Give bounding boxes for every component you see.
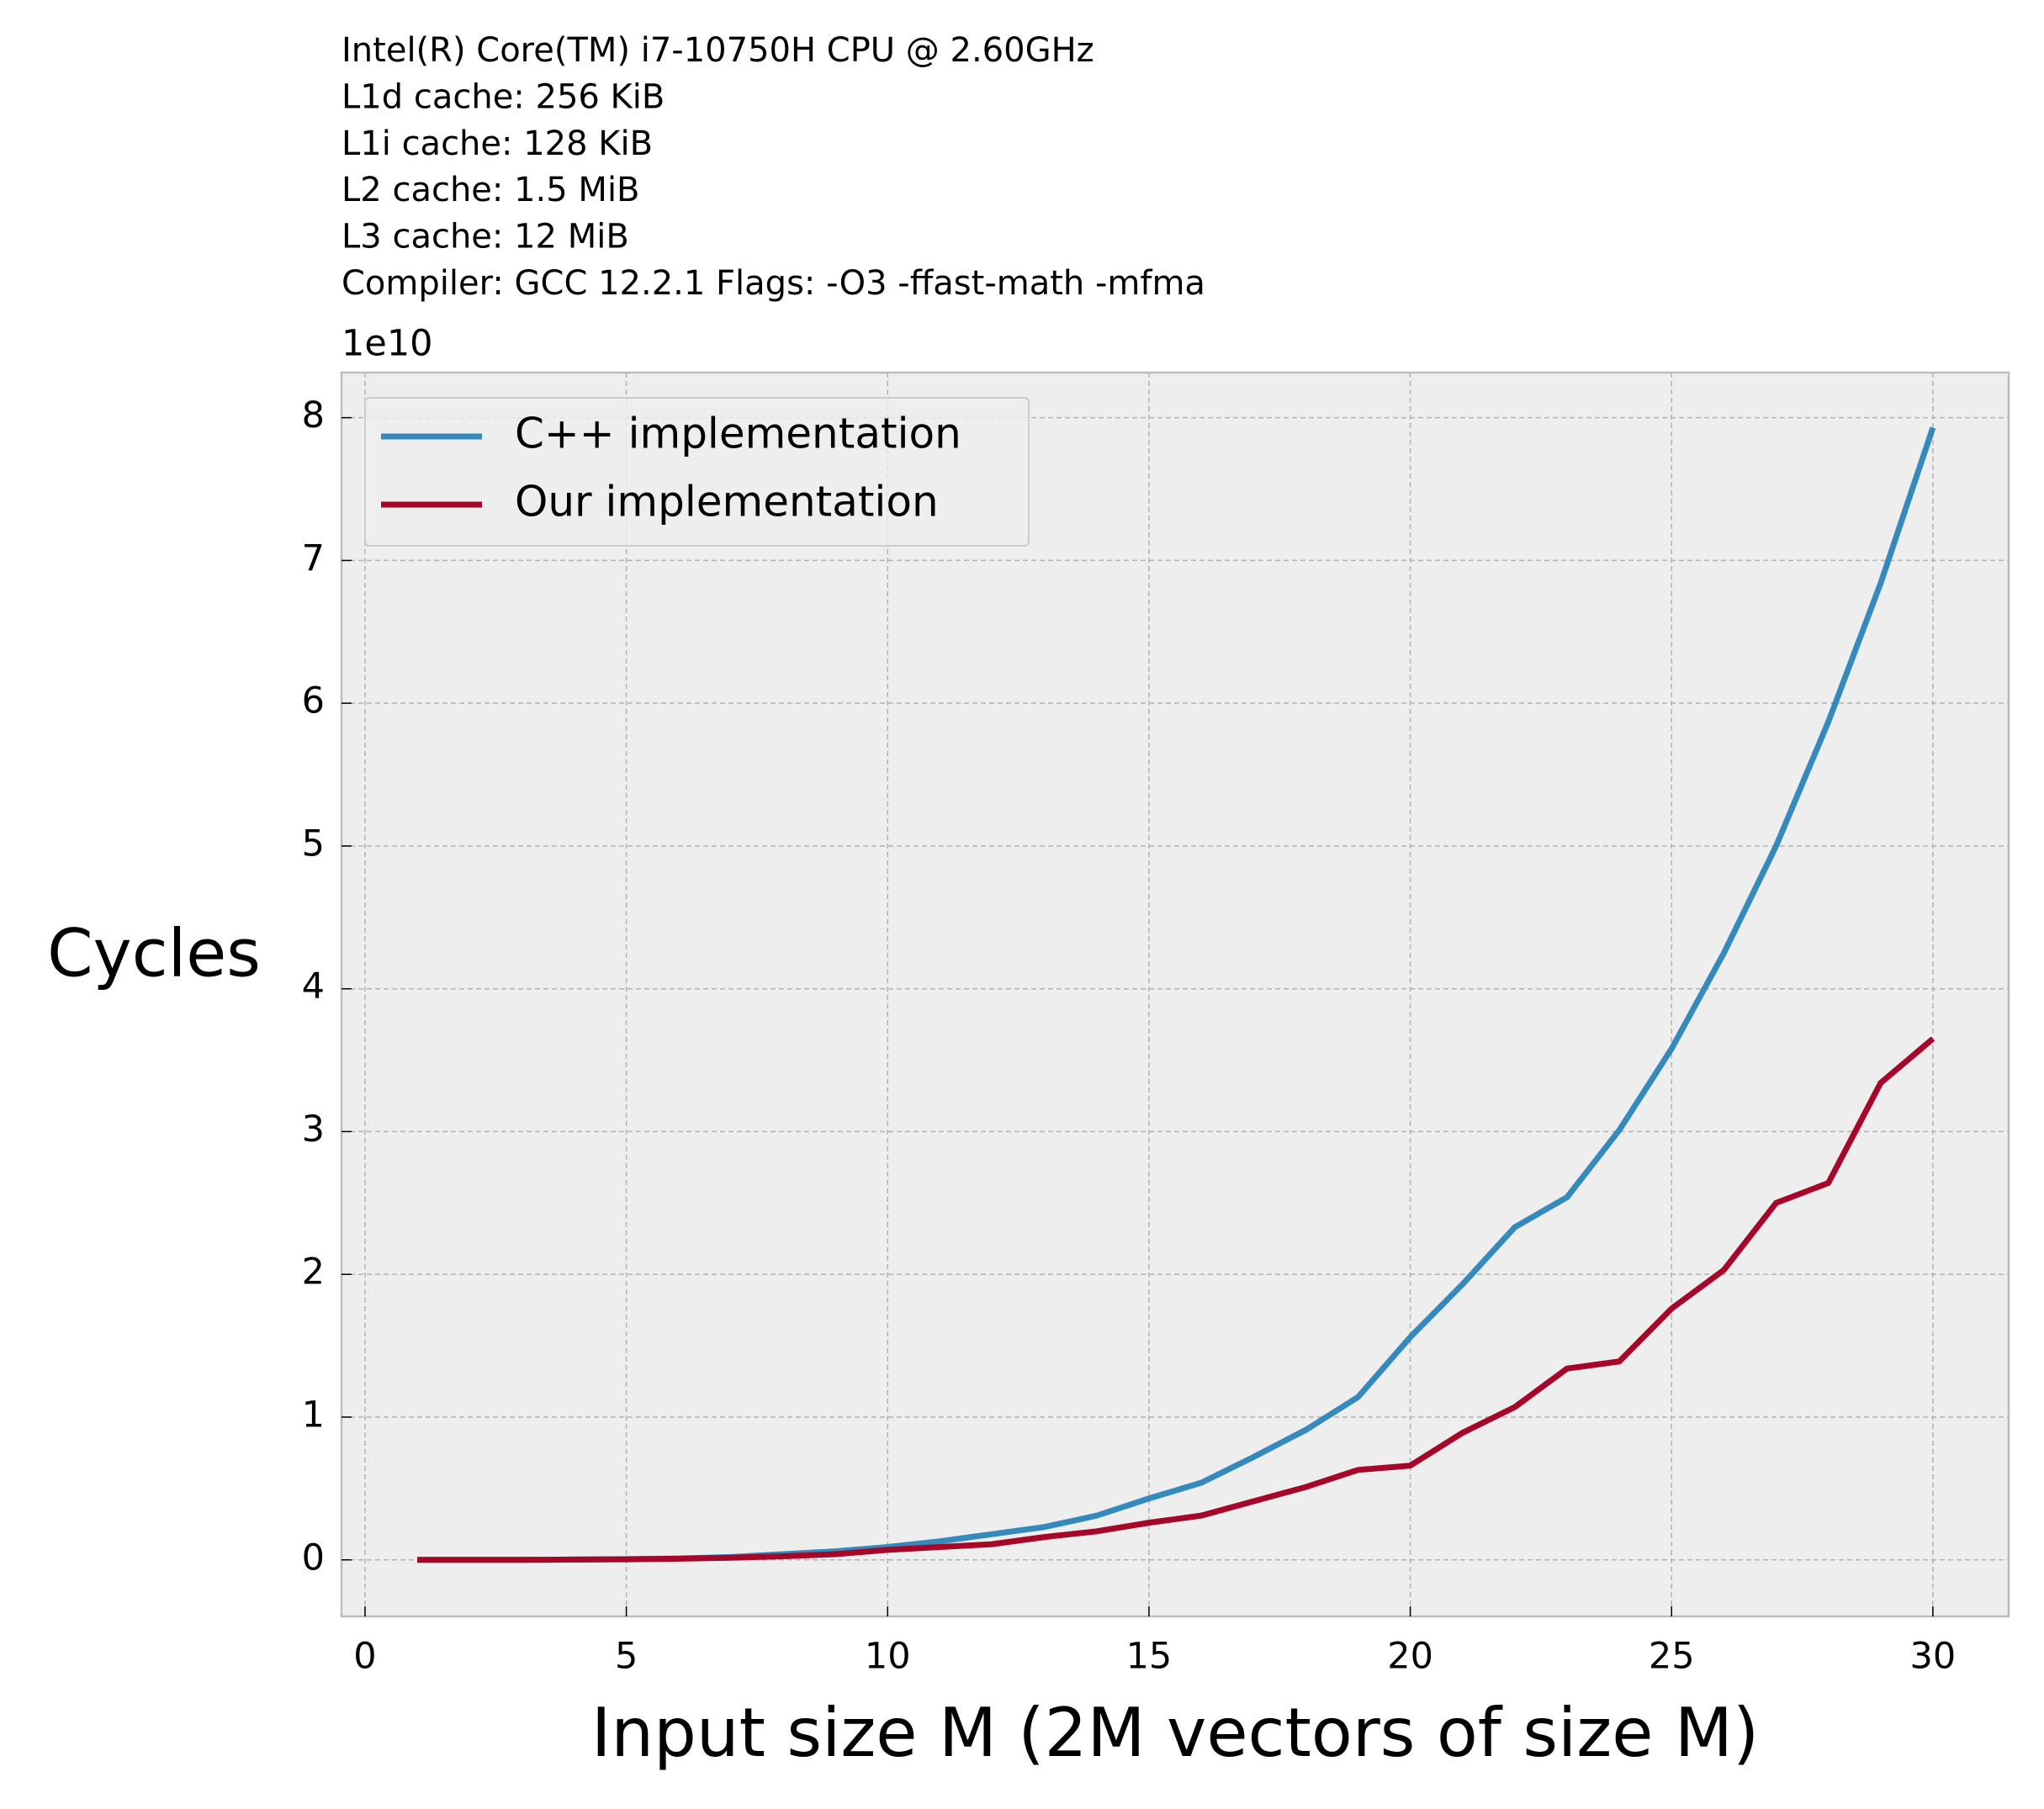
x-tick-label: 0: [353, 1636, 376, 1678]
y-tick-label: 3: [302, 1108, 325, 1150]
y-tick-label: 7: [302, 537, 325, 579]
y-offset-label: 1e10: [342, 323, 433, 365]
y-tick-label: 5: [302, 823, 325, 865]
y-tick-label: 8: [302, 394, 325, 436]
annotation: L2 cache: 1.5 MiB: [342, 171, 640, 209]
x-tick-label: 30: [1910, 1636, 1957, 1678]
legend-label: Our implementation: [515, 478, 939, 526]
x-tick-label: 15: [1126, 1636, 1173, 1678]
annotation: Compiler: GCC 12.2.1 Flags: -O3 -ffast-m…: [342, 264, 1205, 303]
annotation: Intel(R) Core(TM) i7-10750H CPU @ 2.60GH…: [342, 31, 1094, 70]
x-tick-label: 10: [865, 1636, 911, 1678]
x-tick-label: 20: [1387, 1636, 1433, 1678]
y-tick-label: 4: [302, 965, 325, 1008]
y-axis-label: Cycles: [47, 916, 261, 992]
annotation: L3 cache: 12 MiB: [342, 218, 629, 257]
y-tick-label: 0: [302, 1537, 325, 1579]
series-line: [417, 1036, 1935, 1563]
y-tick-label: 6: [302, 680, 325, 722]
legend-label: C++ implementation: [515, 410, 961, 458]
x-axis-label: Input size M (2M vectors of size M): [591, 1694, 1759, 1772]
plot-area: [340, 371, 2010, 1618]
annotation: L1d cache: 256 KiB: [342, 77, 665, 116]
y-tick-label: 1: [302, 1394, 325, 1436]
annotation: L1i cache: 128 KiB: [342, 124, 653, 163]
y-tick-label: 2: [302, 1251, 325, 1293]
x-tick-label: 25: [1649, 1636, 1695, 1678]
legend-box: [364, 397, 1030, 547]
x-tick-label: 5: [615, 1636, 638, 1678]
